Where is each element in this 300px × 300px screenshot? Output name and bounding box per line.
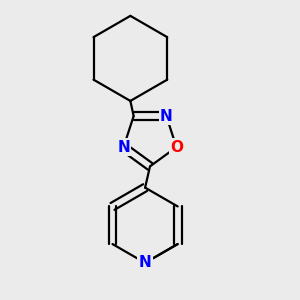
Text: N: N [117, 140, 130, 154]
Text: N: N [139, 255, 152, 270]
Text: N: N [160, 109, 173, 124]
Text: O: O [170, 140, 183, 154]
